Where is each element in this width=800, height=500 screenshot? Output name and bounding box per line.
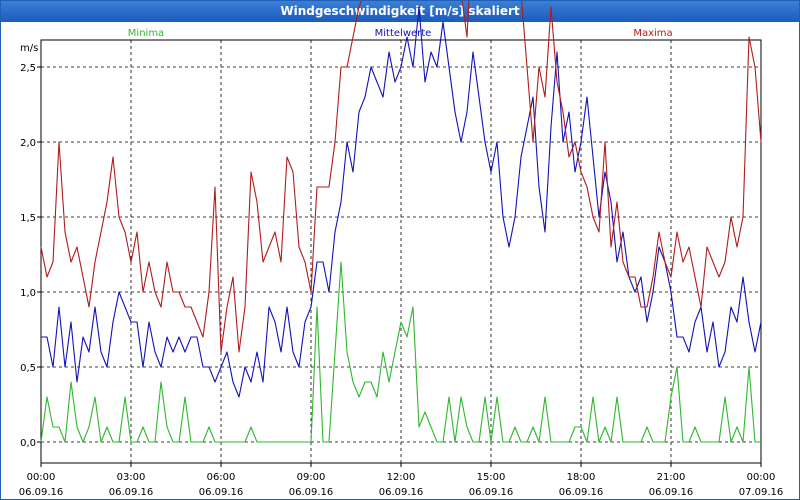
x-tick-label-date: 06.09.16 xyxy=(379,487,424,498)
x-tick-label-time: 12:00 xyxy=(387,472,416,483)
x-tick-label-date: 06.09.16 xyxy=(289,487,334,498)
x-tick-label-time: 03:00 xyxy=(117,472,146,483)
x-tick-label-date: 06.09.16 xyxy=(469,487,514,498)
y-tick-label: 2,5 xyxy=(20,63,36,74)
legend-entry-minima: Minima xyxy=(128,28,164,39)
y-tick-label: 0,0 xyxy=(20,438,36,449)
y-tick-label: 2,0 xyxy=(20,138,36,149)
legend-entry-maxima: Maxima xyxy=(633,28,672,39)
series-line-minima xyxy=(40,261,761,443)
chart-title: Windgeschwindigkeit [m/s] skaliert xyxy=(1,1,799,22)
y-tick-label: 1,0 xyxy=(20,288,36,299)
x-tick-label-time: 06:00 xyxy=(207,472,236,483)
y-axis-unit: m/s xyxy=(20,43,38,54)
x-tick-label-date: 06.09.16 xyxy=(559,487,604,498)
x-tick-label-time: 21:00 xyxy=(657,472,686,483)
x-tick-label-date: 06.09.16 xyxy=(199,487,244,498)
x-tick-label-time: 00:00 xyxy=(27,472,56,483)
x-tick-label-date: 06.09.16 xyxy=(19,487,64,498)
x-tick-label-time: 00:00 xyxy=(747,472,776,483)
x-tick-label-time: 15:00 xyxy=(477,472,506,483)
x-tick-label-date: 07.09.16 xyxy=(739,487,784,498)
x-tick-label-time: 18:00 xyxy=(567,472,596,483)
x-tick-label-date: 06.09.16 xyxy=(109,487,154,498)
y-tick-label: 1,5 xyxy=(20,213,36,224)
legend-entry-mittelwerte: Mittelwerte xyxy=(375,28,432,39)
y-tick-label: 0,5 xyxy=(20,363,36,374)
series-line-maxima xyxy=(40,1,762,353)
x-tick-label-time: 09:00 xyxy=(297,472,326,483)
series-line-mittelwerte xyxy=(41,6,762,398)
x-tick-label-date: 06.09.16 xyxy=(649,487,694,498)
